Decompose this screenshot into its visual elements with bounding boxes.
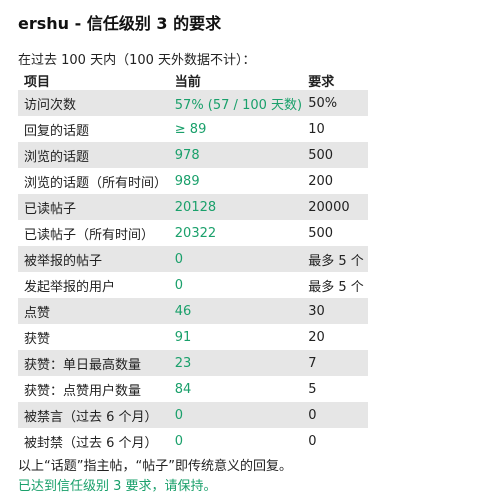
table-row: 获赞 91 20 [18, 324, 368, 350]
cell-current: 978 [168, 142, 303, 168]
cell-required: 10 [302, 116, 368, 142]
cell-required: 0 [302, 402, 368, 428]
table-row: 发起举报的用户 0 最多 5 个 [18, 272, 368, 298]
cell-current: 989 [168, 168, 303, 194]
cell-required: 50% [302, 90, 368, 116]
table-row: 浏览的话题 978 500 [18, 142, 368, 168]
table-row: 回复的话题 ≥ 89 10 [18, 116, 368, 142]
cell-required: 7 [302, 350, 368, 376]
cell-item: 浏览的话题（所有时间） [18, 168, 169, 194]
table-row: 浏览的话题（所有时间） 989 200 [18, 168, 368, 194]
cell-current: 91 [168, 324, 303, 350]
cell-required: 20000 [302, 194, 368, 220]
cell-item: 获赞：单日最高数量 [18, 350, 169, 376]
table-row: 被禁言（过去 6 个月） 0 0 [18, 402, 368, 428]
cell-current: 20322 [168, 220, 303, 246]
status-message: 已达到信任级别 3 要求，请保持。 [18, 479, 217, 494]
cell-current: 0 [168, 402, 303, 428]
table-row: 点赞 46 30 [18, 298, 368, 324]
table-row: 获赞：单日最高数量 23 7 [18, 350, 368, 376]
table-row: 被举报的帖子 0 最多 5 个 [18, 246, 368, 272]
cell-current: 84 [168, 376, 303, 402]
cell-required: 最多 5 个 [302, 246, 368, 272]
table-row: 访问次数 57% (57 / 100 天数) 50% [18, 90, 368, 116]
cell-required: 20 [302, 324, 368, 350]
cell-required: 5 [302, 376, 368, 402]
cell-item: 回复的话题 [18, 116, 169, 142]
header-required: 要求 [308, 74, 335, 90]
cell-current: 0 [168, 272, 303, 298]
cell-required: 500 [302, 142, 368, 168]
cell-item: 发起举报的用户 [18, 272, 169, 298]
cell-current: 0 [168, 246, 303, 272]
intro-text: 在过去 100 天内（100 天外数据不计）： [18, 53, 256, 68]
cell-required: 200 [302, 168, 368, 194]
page-title: ershu - 信任级别 3 的要求 [18, 14, 222, 33]
header-current: 当前 [174, 74, 201, 90]
cell-current: 57% (57 / 100 天数) [168, 90, 303, 116]
cell-current: 46 [168, 298, 303, 324]
cell-item: 已读帖子 [18, 194, 169, 220]
cell-item: 被举报的帖子 [18, 246, 169, 272]
cell-item: 获赞 [18, 324, 169, 350]
cell-item: 被封禁（过去 6 个月） [18, 428, 169, 454]
cell-item: 已读帖子（所有时间） [18, 220, 169, 246]
cell-item: 点赞 [18, 298, 169, 324]
cell-item: 访问次数 [18, 90, 169, 116]
table-row: 获赞：点赞用户数量 84 5 [18, 376, 368, 402]
cell-current: 0 [168, 428, 303, 454]
cell-item: 浏览的话题 [18, 142, 169, 168]
footnote-text: 以上“话题”指主帖，“帖子”即传统意义的回复。 [18, 459, 292, 474]
header-item: 项目 [24, 74, 51, 90]
table-body: 访问次数 57% (57 / 100 天数) 50% 回复的话题 ≥ 89 10… [18, 90, 368, 454]
cell-item: 被禁言（过去 6 个月） [18, 402, 169, 428]
cell-required: 30 [302, 298, 368, 324]
cell-required: 500 [302, 220, 368, 246]
cell-required: 最多 5 个 [302, 272, 368, 298]
cell-required: 0 [302, 428, 368, 454]
cell-current: 23 [168, 350, 303, 376]
cell-current: 20128 [168, 194, 303, 220]
table-row: 已读帖子（所有时间） 20322 500 [18, 220, 368, 246]
cell-current: ≥ 89 [168, 116, 303, 142]
table-row: 已读帖子 20128 20000 [18, 194, 368, 220]
table-header-row: 项目 当前 要求 [18, 70, 368, 90]
requirements-table: 项目 当前 要求 访问次数 57% (57 / 100 天数) 50% 回复的话… [18, 70, 368, 454]
table-row: 被封禁（过去 6 个月） 0 0 [18, 428, 368, 454]
trust-level-page: ershu - 信任级别 3 的要求 在过去 100 天内（100 天外数据不计… [18, 12, 488, 496]
cell-item: 获赞：点赞用户数量 [18, 376, 169, 402]
